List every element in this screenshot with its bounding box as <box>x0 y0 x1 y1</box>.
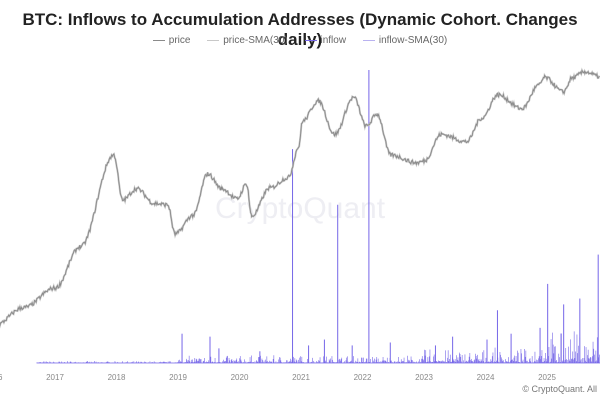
watermark: CryptoQuant <box>215 192 386 225</box>
x-tick-label: 2018 <box>108 373 126 382</box>
x-tick-label: 2021 <box>292 373 310 382</box>
legend-item-price[interactable]: price <box>152 35 190 46</box>
x-tick-label: 2024 <box>477 373 495 382</box>
price-series <box>0 67 600 329</box>
x-tick-label: 2019 <box>169 373 187 382</box>
x-tick-label: 2017 <box>46 373 64 382</box>
price-line <box>0 69 600 327</box>
x-axis: 2016 2017 2018 2019 2020 2021 2022 2023 2024 2025 <box>0 373 556 382</box>
legend: price price-SMA(30) inflow inflow-SMA(30… <box>0 35 600 46</box>
x-tick-label: 2023 <box>415 373 433 382</box>
x-tick-label: 2020 <box>231 373 249 382</box>
x-tick-label: 2016 <box>0 373 3 382</box>
legend-item-inflow[interactable]: inflow <box>304 35 346 46</box>
copyright: © CryptoQuant. All <box>522 384 597 394</box>
x-tick-label: 2025 <box>538 373 556 382</box>
x-tick-label: 2022 <box>354 373 372 382</box>
legend-item-inflow-sma[interactable]: inflow-SMA(30) <box>362 35 447 46</box>
inflow-series <box>36 70 600 364</box>
chart-title: BTC: Inflows to Accumulation Addresses (… <box>22 10 578 49</box>
legend-item-price-sma[interactable]: price-SMA(30) <box>207 35 288 46</box>
